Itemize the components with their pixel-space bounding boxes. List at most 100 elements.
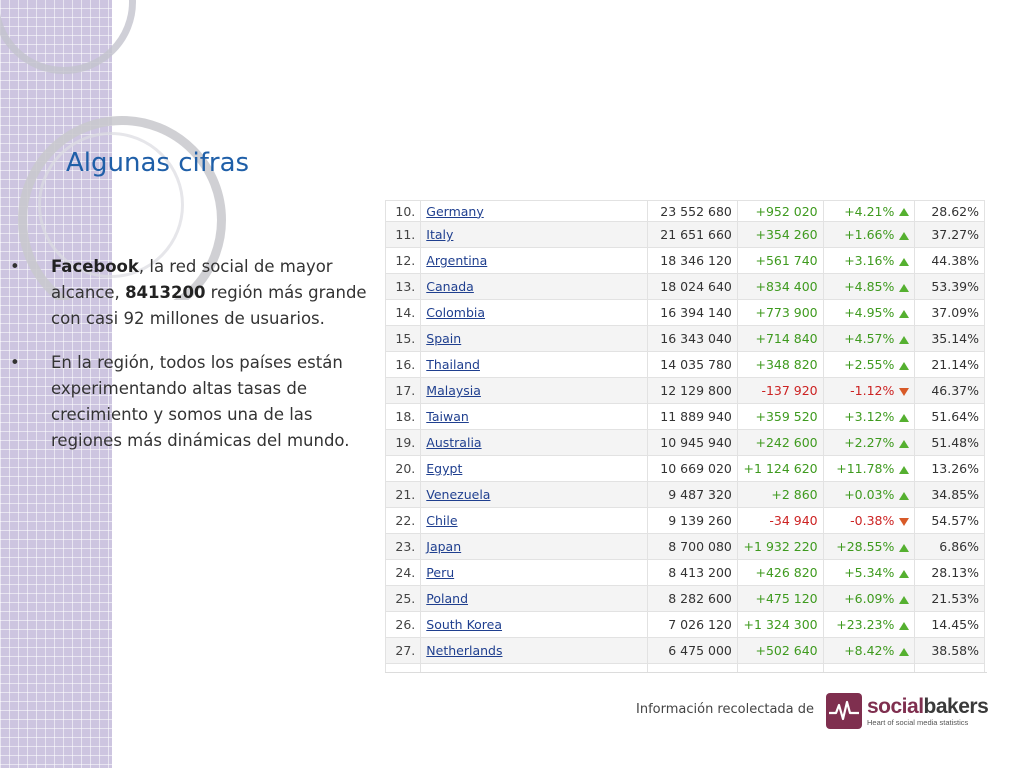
percent-change-value: +6.09% bbox=[844, 591, 895, 606]
percent-change-cell: +8.42% bbox=[822, 637, 916, 664]
percent-change-value: +1.66% bbox=[844, 227, 895, 242]
users-cell: 16 394 140 bbox=[647, 299, 738, 326]
country-link[interactable]: Canada bbox=[426, 279, 474, 294]
arrow-up-icon bbox=[899, 335, 910, 344]
table-row: 16. Thailand 14 035 780 +348 820 +2.55% 21.14… bbox=[385, 351, 985, 378]
arrow-down-icon bbox=[899, 387, 910, 396]
arrow-up-icon bbox=[899, 231, 910, 240]
penetration-cell: 46.37% bbox=[914, 377, 985, 404]
change-cell: +834 400 bbox=[736, 273, 824, 300]
penetration-cell: 51.64% bbox=[914, 403, 985, 430]
change-cell: +359 520 bbox=[736, 403, 824, 430]
country-cell: Japan bbox=[420, 533, 649, 560]
users-cell: 10 669 020 bbox=[647, 455, 738, 482]
country-link[interactable]: Japan bbox=[426, 539, 462, 554]
rank-cell: 21. bbox=[385, 481, 422, 508]
penetration-cell: 53.39% bbox=[914, 273, 985, 300]
users-cell: 8 413 200 bbox=[647, 559, 738, 586]
table-row: 13. Canada 18 024 640 +834 400 +4.85% 53.39% bbox=[385, 273, 985, 300]
change-cell: +426 820 bbox=[736, 559, 824, 586]
penetration-cell: 38.58% bbox=[914, 637, 985, 664]
users-cell: 9 139 260 bbox=[647, 507, 738, 534]
rank-cell: 17. bbox=[385, 377, 422, 404]
country-cell: Germany bbox=[420, 200, 649, 222]
rank-cell: 19. bbox=[385, 429, 422, 456]
change-cell: +1 124 620 bbox=[736, 455, 824, 482]
country-link[interactable]: Egypt bbox=[426, 461, 463, 476]
country-link[interactable]: Colombia bbox=[426, 305, 486, 320]
change-cell: +354 260 bbox=[736, 221, 824, 248]
users-cell: 18 346 120 bbox=[647, 247, 738, 274]
country-link[interactable]: Poland bbox=[426, 591, 469, 606]
table-row: 26. South Korea 7 026 120 +1 324 300 +23.23%… bbox=[385, 611, 985, 638]
change-cell: +952 020 bbox=[736, 200, 824, 222]
percent-change-value: -1.12% bbox=[850, 383, 895, 398]
country-link[interactable]: Thailand bbox=[426, 357, 480, 372]
penetration-cell: 13.26% bbox=[914, 455, 985, 482]
percent-change-cell: +23.23% bbox=[822, 611, 916, 638]
statistics-table-image: 10. Germany 23 552 680 +952 020 +4.21% 28.62%… bbox=[385, 200, 987, 673]
percent-change-cell: +4.85% bbox=[822, 273, 916, 300]
percent-change-cell: +2.27% bbox=[822, 429, 916, 456]
percent-change-value: +11.78% bbox=[836, 461, 895, 476]
credit-text: Información recolectada de bbox=[636, 702, 815, 717]
country-link[interactable]: Malaysia bbox=[426, 383, 481, 398]
logo-wordmark: socialbakers bbox=[867, 694, 989, 718]
penetration-cell: 37.27% bbox=[914, 221, 985, 248]
users-cell: 14 035 780 bbox=[647, 351, 738, 378]
decorative-ring bbox=[18, 116, 226, 300]
users-cell: 23 552 680 bbox=[647, 200, 738, 222]
rank-cell: 24. bbox=[385, 559, 422, 586]
arrow-down-icon bbox=[899, 517, 910, 526]
country-link[interactable]: Spain bbox=[426, 331, 462, 346]
arrow-up-icon bbox=[899, 439, 910, 448]
arrow-up-icon bbox=[899, 283, 910, 292]
arrow-up-icon bbox=[899, 361, 910, 370]
percent-change-cell: +0.03% bbox=[822, 481, 916, 508]
percent-change-value: +4.85% bbox=[844, 279, 895, 294]
penetration-cell: 28.62% bbox=[914, 200, 985, 222]
country-link[interactable]: Taiwan bbox=[426, 409, 469, 424]
country-link[interactable]: Argentina bbox=[426, 253, 488, 268]
country-link[interactable]: Germany bbox=[426, 203, 484, 219]
country-link[interactable]: Venezuela bbox=[426, 487, 491, 502]
table-row: 15. Spain 16 343 040 +714 840 +4.57% 35.14% bbox=[385, 325, 985, 352]
arrow-up-icon bbox=[899, 491, 910, 500]
country-link[interactable]: Peru bbox=[426, 565, 455, 580]
users-cell: 8 282 600 bbox=[647, 585, 738, 612]
percent-change-value: +2.55% bbox=[844, 357, 895, 372]
socialbakers-logo: socialbakers Heart of social media stati… bbox=[826, 692, 989, 730]
users-cell: 6 475 000 bbox=[647, 637, 738, 664]
country-cell: Malaysia bbox=[420, 377, 649, 404]
percent-change-value: +3.16% bbox=[844, 253, 895, 268]
table-row: 24. Peru 8 413 200 +426 820 +5.34% 28.13% bbox=[385, 559, 985, 586]
arrow-up-icon bbox=[899, 621, 910, 630]
users-cell: 21 651 660 bbox=[647, 221, 738, 248]
rank-cell: 25. bbox=[385, 585, 422, 612]
country-link[interactable]: Chile bbox=[426, 513, 458, 528]
rank-cell: 18. bbox=[385, 403, 422, 430]
logo-text: socialbakers Heart of social media stati… bbox=[867, 694, 989, 727]
rank-cell: 20. bbox=[385, 455, 422, 482]
percent-change-value: +0.03% bbox=[844, 487, 895, 502]
country-cell: Thailand bbox=[420, 351, 649, 378]
rank-cell: 26. bbox=[385, 611, 422, 638]
slide-title: Algunas cifras bbox=[66, 148, 250, 178]
table-row: 27. Netherlands 6 475 000 +502 640 +8.42% 38.… bbox=[385, 637, 985, 664]
arrow-up-icon bbox=[899, 208, 910, 216]
country-link[interactable]: Netherlands bbox=[426, 643, 503, 658]
percent-change-value: +5.34% bbox=[844, 565, 895, 580]
percent-change-cell: +28.55% bbox=[822, 533, 916, 560]
country-link[interactable]: South Korea bbox=[426, 617, 503, 632]
percent-change-cell: +4.21% bbox=[822, 200, 916, 222]
percent-change-cell: +6.09% bbox=[822, 585, 916, 612]
penetration-cell: 6.86% bbox=[914, 533, 985, 560]
percent-change-value: +4.21% bbox=[844, 203, 895, 219]
decorative-rings bbox=[0, 0, 260, 300]
country-link[interactable]: Australia bbox=[426, 435, 482, 450]
country-link[interactable]: Italy bbox=[426, 227, 454, 242]
rank-cell: 11. bbox=[385, 221, 422, 248]
percent-change-cell: +4.95% bbox=[822, 299, 916, 326]
country-stats-table: 10. Germany 23 552 680 +952 020 +4.21% 28.62%… bbox=[385, 200, 985, 672]
country-cell: Argentina bbox=[420, 247, 649, 274]
